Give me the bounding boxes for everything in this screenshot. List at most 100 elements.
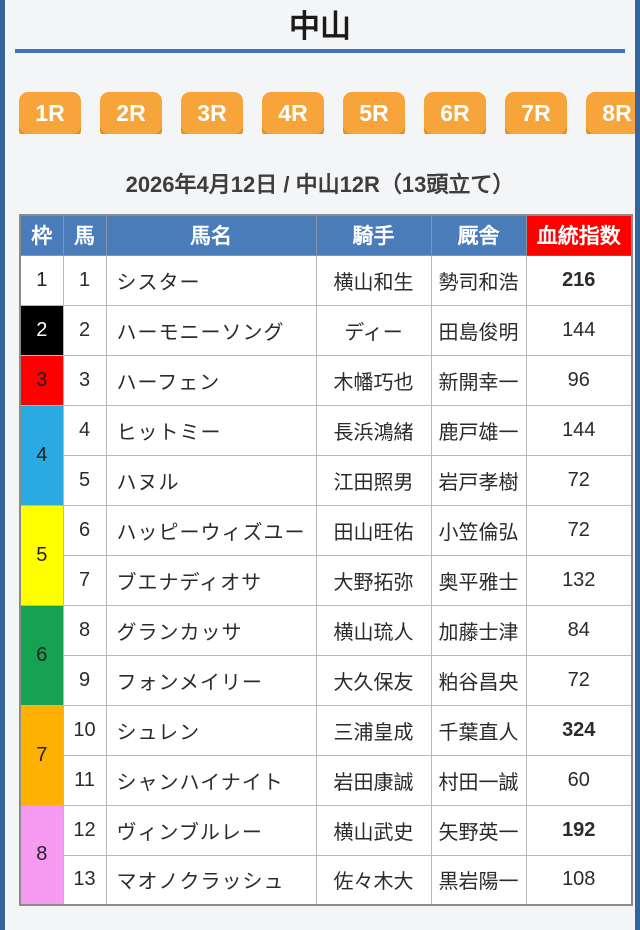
horse-number-cell: 3 [62, 354, 107, 406]
jockey-cell: 横山和生 [315, 254, 432, 306]
pedigree-index-cell: 324 [525, 704, 633, 756]
jockey-cell: 木幡巧也 [315, 354, 432, 406]
jockey-cell: 三浦皇成 [315, 704, 432, 756]
horse-name-cell: シャンハイナイト [105, 754, 317, 806]
jockey-cell: 大野拓弥 [315, 554, 432, 606]
horse-number-cell: 10 [62, 704, 107, 756]
jockey-cell: 大久保友 [315, 654, 432, 706]
table-row: 11 シャンハイナイト 岩田康誠 村田一誠 60 [20, 754, 633, 806]
table-row: 9 フォンメイリー 大久保友 粕谷昌央 72 [20, 654, 633, 706]
jockey-cell: 江田照男 [315, 454, 432, 506]
jockey-cell: 岩田康誠 [315, 754, 432, 806]
horse-name-cell: グランカッサ [105, 604, 317, 656]
pedigree-index-cell: 60 [525, 754, 633, 806]
horse-number-cell: 2 [62, 304, 107, 356]
stable-cell: 千葉直人 [430, 704, 527, 756]
horse-number-cell: 12 [62, 804, 107, 856]
pedigree-index-cell: 108 [525, 854, 633, 906]
pedigree-index-cell: 72 [525, 654, 633, 706]
race-button-3r[interactable]: 3R [181, 92, 243, 134]
race-button-5r[interactable]: 5R [343, 92, 405, 134]
stable-cell: 岩戸孝樹 [430, 454, 527, 506]
stable-cell: 小笠倫弘 [430, 504, 527, 556]
frame-number-cell: 5 [19, 504, 64, 606]
horse-number-cell: 7 [62, 554, 107, 606]
jockey-cell: 横山琉人 [315, 604, 432, 656]
horse-name-cell: マオノクラッシュ [105, 854, 317, 906]
column-header-pedigree-index: 血統指数 [525, 214, 633, 256]
pedigree-index-cell: 144 [525, 304, 633, 356]
race-nav: 1R 2R 3R 4R 5R 6R 7R 8R [5, 92, 635, 134]
race-button-6r[interactable]: 6R [424, 92, 486, 134]
horse-name-cell: ハッピーウィズユー [105, 504, 317, 556]
table-row: 8 12 ヴィンブルレー 横山武史 矢野英一 192 [19, 804, 633, 906]
pedigree-index-cell: 96 [525, 354, 633, 406]
jockey-cell: 横山武史 [315, 804, 432, 856]
table-row: 3 3 ハーフェン 木幡巧也 新開幸一 96 [19, 354, 633, 406]
table-row: 6 8 グランカッサ 横山琉人 加藤士津 84 [19, 604, 633, 706]
horse-name-cell: シスター [105, 254, 317, 306]
stable-cell: 鹿戸雄一 [430, 404, 527, 456]
jockey-cell: 田山旺佑 [315, 504, 432, 556]
column-header-jockey: 騎手 [315, 214, 432, 256]
column-header-number: 馬 [62, 214, 107, 256]
horse-table: 枠 馬 馬名 騎手 厩舎 血統指数 1 1 シスター 横山和生 勢司和浩 216 2 2 ハーモ… [19, 214, 633, 906]
race-button-1r[interactable]: 1R [19, 92, 81, 134]
horse-name-cell: ハヌル [105, 454, 317, 506]
race-button-4r[interactable]: 4R [262, 92, 324, 134]
jockey-cell: 長浜鴻緒 [315, 404, 432, 456]
frame-number-cell: 4 [19, 404, 64, 506]
frame-number-cell: 3 [19, 354, 64, 406]
table-row: 2 2 ハーモニーソング ディー 田島俊明 144 [19, 304, 633, 356]
horse-name-cell: ヒットミー [105, 404, 317, 456]
venue-title: 中山 [289, 9, 351, 44]
horse-number-cell: 5 [62, 454, 107, 506]
stable-cell: 新開幸一 [430, 354, 527, 406]
pedigree-index-cell: 72 [525, 504, 633, 556]
table-row: 7 10 シュレン 三浦皇成 千葉直人 324 [19, 704, 633, 806]
horse-number-cell: 9 [62, 654, 107, 706]
horse-name-cell: ハーフェン [105, 354, 317, 406]
horse-table-body: 1 1 シスター 横山和生 勢司和浩 216 2 2 ハーモニーソング ディー 田島俊明 144 3 3 ハ… [19, 254, 633, 906]
frame-number-cell: 7 [19, 704, 64, 806]
header-divider [15, 49, 625, 53]
frame-number-cell: 8 [19, 804, 64, 906]
stable-cell: 勢司和浩 [430, 254, 527, 306]
race-button-7r[interactable]: 7R [505, 92, 567, 134]
stable-cell: 奥平雅士 [430, 554, 527, 606]
pedigree-index-cell: 144 [525, 404, 633, 456]
horse-name-cell: ヴィンブルレー [105, 804, 317, 856]
table-row: 4 4 ヒットミー 長浜鴻緒 鹿戸雄一 144 [19, 404, 633, 506]
pedigree-index-cell: 84 [525, 604, 633, 656]
pedigree-index-cell: 72 [525, 454, 633, 506]
race-button-8r[interactable]: 8R [586, 92, 635, 134]
frame-number-cell: 1 [19, 254, 64, 306]
race-title: 2026年4月12日 / 中山12R（13頭立て） [125, 172, 515, 197]
table-row: 13 マオノクラッシュ 佐々木大 黒岩陽一 108 [20, 854, 633, 906]
stable-cell: 加藤士津 [430, 604, 527, 656]
stable-cell: 矢野英一 [430, 804, 527, 856]
table-row: 5 6 ハッピーウィズユー 田山旺佑 小笠倫弘 72 [19, 504, 633, 606]
horse-number-cell: 4 [62, 404, 107, 456]
jockey-cell: 佐々木大 [315, 854, 432, 906]
frame-number-cell: 6 [19, 604, 64, 706]
table-header-row: 枠 馬 馬名 騎手 厩舎 血統指数 [19, 214, 633, 256]
stable-cell: 田島俊明 [430, 304, 527, 356]
stable-cell: 村田一誠 [430, 754, 527, 806]
table-row: 7 ブエナディオサ 大野拓弥 奥平雅士 132 [20, 554, 633, 606]
horse-name-cell: フォンメイリー [105, 654, 317, 706]
pedigree-index-cell: 216 [525, 254, 633, 306]
stable-cell: 黒岩陽一 [430, 854, 527, 906]
column-header-stable: 厩舎 [430, 214, 527, 256]
horse-name-cell: シュレン [105, 704, 317, 756]
horse-number-cell: 6 [62, 504, 107, 556]
table-row: 1 1 シスター 横山和生 勢司和浩 216 [19, 254, 633, 306]
pedigree-index-cell: 192 [525, 804, 633, 856]
column-header-name: 馬名 [105, 214, 317, 256]
horse-number-cell: 11 [62, 754, 107, 806]
jockey-cell: ディー [315, 304, 432, 356]
race-button-2r[interactable]: 2R [100, 92, 162, 134]
horse-number-cell: 8 [62, 604, 107, 656]
horse-number-cell: 1 [62, 254, 107, 306]
